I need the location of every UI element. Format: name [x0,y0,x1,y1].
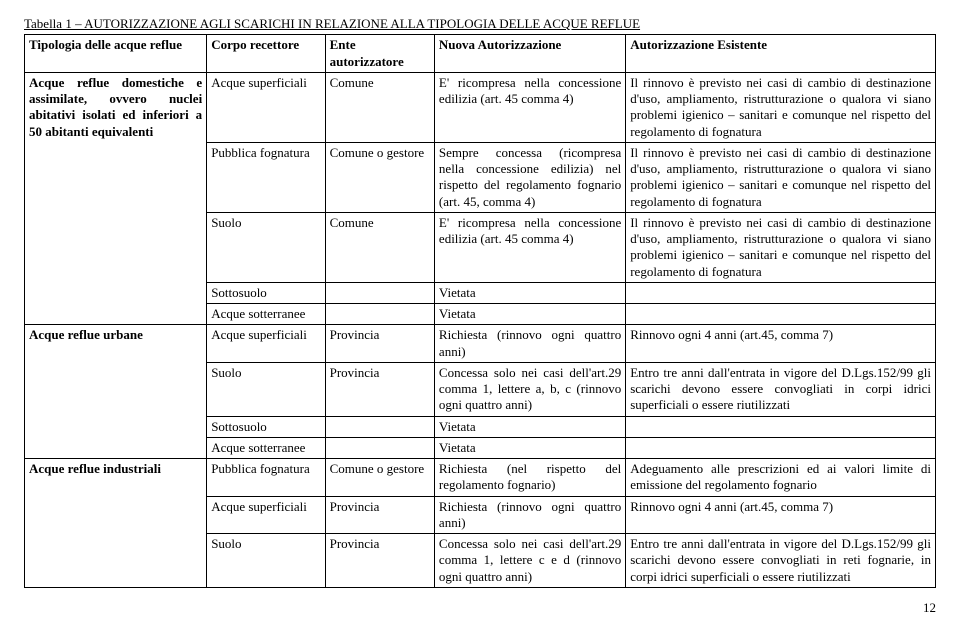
table-row: Acque reflue industriali Pubblica fognat… [25,459,936,497]
cell-recettore: Acque sotterranee [207,437,325,458]
header-nuova: Nuova Autorizzazione [434,35,625,73]
cell-esistente [626,437,936,458]
cell-nuova: Vietata [434,304,625,325]
cell-recettore: Suolo [207,212,325,282]
page-number: 12 [24,600,936,616]
group-label-urbane: Acque reflue urbane [25,325,207,459]
cell-nuova: Richiesta (nel rispetto del regolamento … [434,459,625,497]
cell-esistente [626,304,936,325]
cell-nuova: Richiesta (rinnovo ogni quattro anni) [434,496,625,534]
cell-recettore: Acque superficiali [207,325,325,363]
cell-nuova: Vietata [434,437,625,458]
cell-recettore: Acque superficiali [207,72,325,142]
cell-recettore: Suolo [207,362,325,416]
cell-esistente [626,282,936,303]
table-row: Acque reflue domestiche e assimilate, ov… [25,72,936,142]
cell-ente: Provincia [325,534,434,588]
header-esistente: Autorizzazione Esistente [626,35,936,73]
cell-nuova: Concessa solo nei casi dell'art.29 comma… [434,362,625,416]
cell-esistente: Il rinnovo è previsto nei casi di cambio… [626,72,936,142]
cell-ente: Comune o gestore [325,142,434,212]
cell-ente: Provincia [325,325,434,363]
cell-nuova: Vietata [434,282,625,303]
cell-nuova: Vietata [434,416,625,437]
cell-esistente: Il rinnovo è previsto nei casi di cambio… [626,212,936,282]
cell-nuova: Concessa solo nei casi dell'art.29 comma… [434,534,625,588]
cell-nuova: Richiesta (rinnovo ogni quattro anni) [434,325,625,363]
cell-recettore: Suolo [207,534,325,588]
cell-esistente: Il rinnovo è previsto nei casi di cambio… [626,142,936,212]
cell-esistente: Adeguamento alle prescrizioni ed ai valo… [626,459,936,497]
header-ente: Ente autorizzatore [325,35,434,73]
header-tipologia: Tipologia delle acque reflue [25,35,207,73]
cell-ente: Comune [325,212,434,282]
table-row: Acque reflue urbane Acque superficiali P… [25,325,936,363]
cell-ente [325,437,434,458]
cell-recettore: Pubblica fognatura [207,459,325,497]
cell-recettore: Acque sotterranee [207,304,325,325]
cell-ente [325,282,434,303]
cell-recettore: Sottosuolo [207,282,325,303]
header-corpo: Corpo recettore [207,35,325,73]
cell-ente: Comune o gestore [325,459,434,497]
cell-esistente: Rinnovo ogni 4 anni (art.45, comma 7) [626,496,936,534]
group-label-domestiche: Acque reflue domestiche e assimilate, ov… [25,72,207,325]
cell-nuova: Sempre concessa (ricompresa nella conces… [434,142,625,212]
cell-ente: Provincia [325,496,434,534]
authorization-table: Tipologia delle acque reflue Corpo recet… [24,34,936,588]
cell-recettore: Sottosuolo [207,416,325,437]
cell-ente: Comune [325,72,434,142]
cell-esistente: Entro tre anni dall'entrata in vigore de… [626,362,936,416]
group-label-industriali: Acque reflue industriali [25,459,207,588]
table-title: Tabella 1 – AUTORIZZAZIONE AGLI SCARICHI… [24,16,936,32]
cell-ente [325,304,434,325]
cell-esistente: Rinnovo ogni 4 anni (art.45, comma 7) [626,325,936,363]
cell-esistente: Entro tre anni dall'entrata in vigore de… [626,534,936,588]
cell-nuova: E' ricompresa nella concessione edilizia… [434,72,625,142]
cell-ente [325,416,434,437]
cell-recettore: Pubblica fognatura [207,142,325,212]
cell-recettore: Acque superficiali [207,496,325,534]
cell-ente: Provincia [325,362,434,416]
table-header-row: Tipologia delle acque reflue Corpo recet… [25,35,936,73]
cell-esistente [626,416,936,437]
cell-nuova: E' ricompresa nella concessione edilizia… [434,212,625,282]
